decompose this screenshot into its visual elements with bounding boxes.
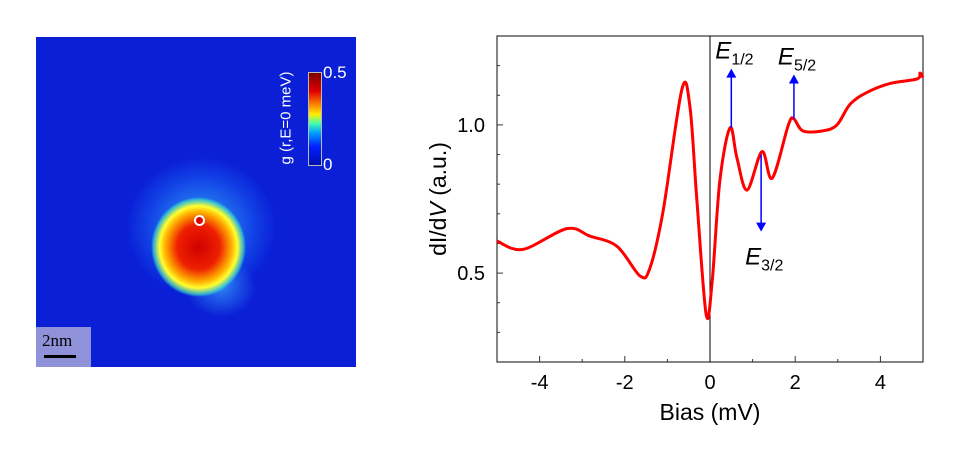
y-tick-label: 1.0 [457,115,485,137]
annotation-label: E5/2 [778,44,816,75]
colorbar [308,72,322,166]
series-line [496,71,925,320]
arrow-head-icon [756,222,767,232]
scale-bar [44,355,76,358]
x-tick-label: 2 [790,372,801,394]
y-tick-label: 0.5 [457,263,485,285]
annotation-label: E1/2 [715,38,753,69]
colorbar-max-label: 0.5 [323,63,347,82]
x-axis-label: Bias (mV) [660,399,761,425]
x-tick-label: -4 [531,372,549,394]
scale-bar-box: 2nm [36,327,91,367]
y-axis-label: dI/dV (a.u.) [425,142,451,256]
arrow-head-icon [726,68,737,78]
map-core [151,197,246,297]
colorbar-min-label: 0 [323,155,333,174]
x-tick-label: -2 [616,372,634,394]
arrow-head-icon [788,74,799,84]
conductance-map: 0.5 0 [36,37,356,367]
annotation-label: E3/2 [745,244,783,275]
tip-position-marker [194,215,205,226]
scale-bar-label: 2nm [42,331,73,350]
x-tick-label: 4 [875,372,886,394]
x-tick-label: 0 [704,372,715,394]
